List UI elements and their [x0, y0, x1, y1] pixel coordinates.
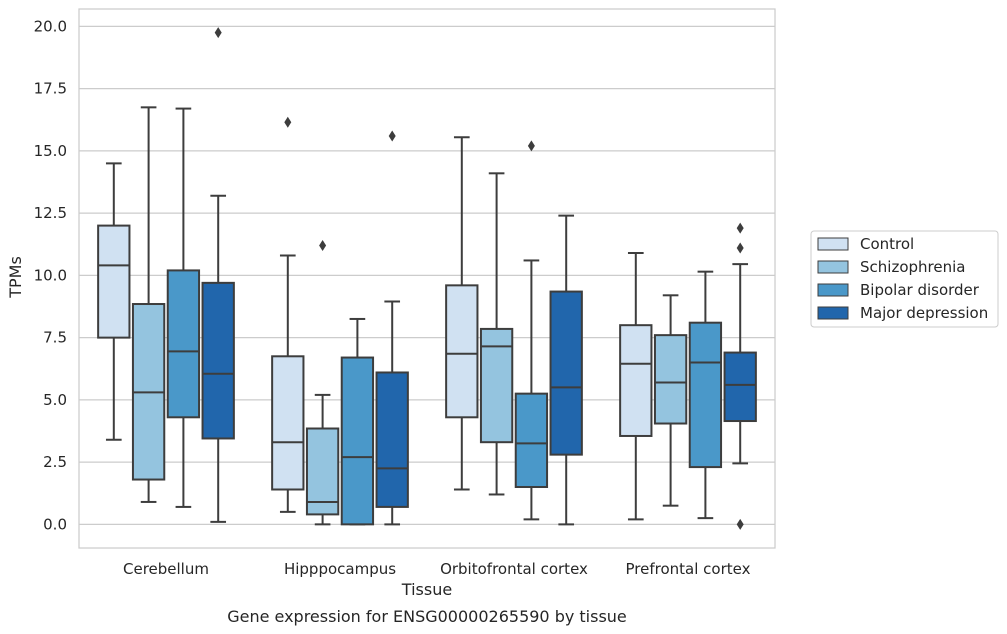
- box-iqr: [479, 327, 514, 444]
- box-iqr: [514, 392, 549, 489]
- box: [514, 140, 549, 521]
- box: [305, 240, 340, 526]
- legend: Control Schizophrenia Bipolar disorder Majo…: [810, 230, 999, 328]
- box-iqr: [549, 290, 583, 456]
- box-iqr: [723, 351, 757, 423]
- box: [619, 251, 653, 521]
- box-iqr: [166, 269, 201, 419]
- outlier-marker: [284, 116, 292, 128]
- box-iqr: [688, 321, 723, 469]
- box-iqr: [305, 427, 340, 516]
- outlier-marker: [214, 27, 222, 39]
- box-iqr: [340, 356, 375, 526]
- box: [479, 172, 514, 496]
- y-tick-label: 2.5: [43, 453, 67, 471]
- y-tick-label: 15.0: [34, 142, 67, 160]
- outlier-marker: [736, 518, 744, 530]
- outlier-marker: [319, 240, 327, 252]
- box-group: [97, 27, 235, 523]
- box-iqr: [97, 224, 131, 339]
- box-iqr: [653, 334, 688, 425]
- x-axis-title: Tissue: [401, 580, 452, 599]
- legend-swatch: [817, 237, 849, 251]
- y-tick-labels: 0.0 2.5 5.0 7.5 10.0 12.5 15.0 17.5 20.0: [34, 17, 67, 533]
- figure-caption: Gene expression for ENSG00000265590 by t…: [227, 607, 627, 626]
- box-iqr: [271, 355, 305, 491]
- x-tick-label: Prefrontal cortex: [626, 560, 751, 578]
- box-groups: [97, 27, 757, 530]
- outlier-marker: [736, 242, 744, 254]
- y-axis-title: TPMs: [6, 256, 25, 299]
- y-tick-label: 20.0: [34, 17, 67, 35]
- outlier-marker: [527, 140, 535, 152]
- box: [653, 294, 688, 507]
- box-iqr: [201, 281, 235, 440]
- y-tick-label: 0.0: [43, 515, 67, 533]
- box: [271, 116, 305, 513]
- y-tick-label: 10.0: [34, 266, 67, 284]
- box: [166, 107, 201, 508]
- outlier-marker: [388, 130, 396, 142]
- legend-label: Major depression: [860, 304, 988, 322]
- legend-label: Bipolar disorder: [860, 281, 980, 299]
- box-group: [619, 222, 757, 530]
- x-tick-label: Cerebellum: [123, 560, 209, 578]
- box-iqr: [375, 371, 409, 508]
- legend-frame: [810, 230, 999, 328]
- legend-swatch: [817, 306, 849, 320]
- box: [97, 162, 131, 441]
- box-iqr: [619, 324, 653, 437]
- legend-swatch: [817, 260, 849, 274]
- y-tick-label: 5.0: [43, 391, 67, 409]
- box: [688, 270, 723, 520]
- box: [445, 136, 479, 491]
- box-group: [445, 136, 583, 526]
- x-tick-labels: Cerebellum Hipppocampus Orbitofrontal cort…: [123, 560, 751, 578]
- box-iqr: [445, 284, 479, 419]
- legend-label: Control: [860, 235, 914, 253]
- box: [340, 317, 375, 526]
- y-tick-label: 12.5: [34, 204, 67, 222]
- y-tick-label: 7.5: [43, 329, 67, 347]
- legend-label: Schizophrenia: [860, 258, 965, 276]
- legend-swatch: [817, 283, 849, 297]
- box: [723, 222, 757, 530]
- x-tick-label: Hipppocampus: [284, 560, 396, 578]
- box: [201, 27, 235, 523]
- box: [549, 214, 583, 526]
- plot-frame: [78, 8, 776, 549]
- box: [131, 106, 166, 503]
- box-group: [271, 116, 409, 526]
- x-tick-label: Orbitofrontal cortex: [440, 560, 588, 578]
- y-tick-label: 17.5: [34, 80, 67, 98]
- box: [375, 130, 409, 526]
- outlier-marker: [736, 222, 744, 234]
